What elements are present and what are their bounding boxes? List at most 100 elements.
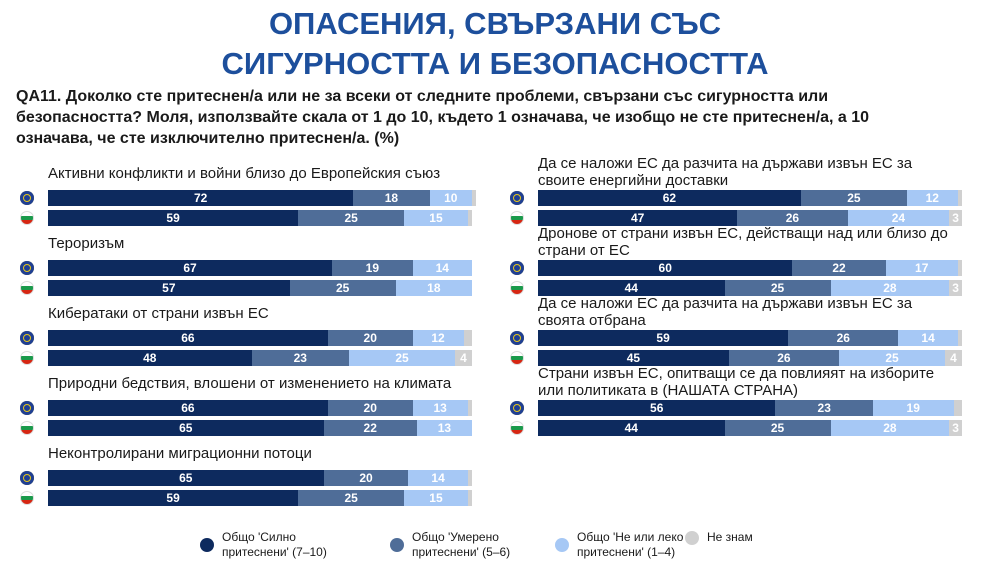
bar-segment: 25	[724, 280, 831, 296]
bar-segment: 14	[898, 330, 958, 346]
data-label: 12	[925, 191, 939, 205]
stacked-bar: 65 22 13	[48, 420, 472, 436]
legend-label: Не знам	[707, 530, 753, 544]
chart-title-box: ОПАСЕНИЯ, СВЪРЗАНИ СЪС СИГУРНОСТТА И БЕЗ…	[0, 4, 990, 84]
bar-segment: 59	[48, 490, 299, 506]
data-label: 25	[335, 281, 350, 295]
data-label: 20	[363, 331, 377, 345]
eu-flag	[20, 331, 34, 345]
data-label: 3	[952, 421, 959, 435]
bar-segment: 14	[408, 470, 468, 486]
stacked-bar: 65 20 14	[48, 470, 472, 486]
bar-segment: 28	[830, 280, 950, 296]
category-label: Природни бедствия, влошени от изменениет…	[48, 375, 452, 392]
legend-swatch	[200, 538, 214, 552]
data-label: 26	[777, 351, 791, 365]
bar-segment: 4	[945, 350, 962, 366]
data-label: 4	[950, 351, 957, 365]
data-label: 13	[437, 421, 452, 435]
legend-swatch	[555, 538, 569, 552]
bar-segment: 24	[847, 210, 950, 226]
bar-segment: 3	[949, 210, 962, 226]
stacked-bar: 47 26 24 3	[538, 210, 962, 226]
eu-flag	[20, 401, 34, 415]
data-label: 67	[183, 261, 197, 275]
bar-segment: 20	[327, 400, 413, 416]
bar-segment: 57	[48, 280, 290, 296]
data-label: 25	[770, 281, 785, 295]
category-label: Кибератаки от страни извън ЕС	[48, 305, 269, 322]
eu-flag	[510, 331, 524, 345]
bar-segment: 25	[839, 350, 946, 366]
data-label: 66	[181, 331, 195, 345]
bar-segment: 14	[412, 260, 472, 276]
data-label: 13	[433, 401, 447, 415]
bar-segment: 25	[349, 350, 456, 366]
bar-segment: 22	[792, 260, 886, 276]
stacked-bar: 62 25 12	[538, 190, 962, 206]
bulgaria-flag	[510, 351, 524, 365]
data-label: 28	[883, 281, 897, 295]
bar-segment: 17	[885, 260, 958, 276]
bulgaria-flag	[510, 211, 524, 225]
stacked-bar: 60 22 17	[538, 260, 962, 276]
bar-segment: 20	[327, 330, 413, 346]
data-label: 3	[952, 211, 959, 225]
bar-segment: 13	[416, 420, 472, 436]
bar-segment: 25	[298, 210, 405, 226]
bar-segment: 15	[404, 490, 468, 506]
bar-segment: 25	[298, 490, 405, 506]
data-label: 59	[166, 211, 180, 225]
category-label: Дронове от страни извън ЕС, действащи на…	[538, 225, 948, 259]
stacked-bar: 59 26 14	[538, 330, 962, 346]
bar-segment: 67	[48, 260, 333, 276]
bar-segment: 45	[538, 350, 729, 366]
data-label: 24	[891, 211, 906, 225]
bar-segment: 3	[949, 420, 962, 436]
bar-segment: 4	[455, 350, 472, 366]
category-label: Да се наложи ЕС да разчита на държави из…	[538, 295, 913, 329]
bar-segment	[463, 330, 472, 346]
bulgaria-flag	[510, 281, 524, 295]
stacked-bar: 72 18 10	[48, 190, 477, 206]
legend-label: Общо 'Умерено притеснени' (5–6)	[412, 530, 511, 559]
bar-segment: 44	[538, 420, 725, 436]
data-label: 19	[365, 261, 380, 275]
bar-segment: 59	[48, 210, 299, 226]
data-label: 25	[344, 491, 358, 505]
bar-segment: 15	[404, 210, 468, 226]
data-label: 15	[429, 491, 443, 505]
bar-segment	[467, 490, 472, 506]
category-label: Активни конфликти и войни близо до Европ…	[48, 165, 441, 182]
bar-segment: 3	[949, 280, 962, 296]
data-label: 25	[885, 351, 899, 365]
eu-flag	[510, 401, 524, 415]
legend-swatch	[685, 530, 699, 545]
bar-segment	[467, 400, 472, 416]
category-label: Неконтролирани миграционни потоци	[48, 445, 312, 462]
bar-segment: 12	[412, 330, 464, 346]
bar-segment: 13	[412, 400, 468, 416]
data-label: 72	[193, 191, 208, 205]
data-label: 14	[435, 261, 449, 275]
bulgaria-flag	[20, 491, 34, 505]
data-label: 57	[162, 281, 176, 295]
stacked-bar: 66 20 13	[48, 400, 472, 416]
data-label: 59	[656, 331, 670, 345]
data-label: 22	[832, 261, 846, 275]
data-label: 65	[179, 421, 193, 435]
bar-segment	[957, 330, 962, 346]
data-label: 62	[662, 191, 677, 205]
bar-segment: 72	[48, 190, 354, 206]
data-label: 48	[143, 351, 157, 365]
category-label: Тероризъм	[48, 235, 125, 252]
data-label: 23	[293, 351, 307, 365]
data-label: 14	[921, 331, 935, 345]
data-label: 47	[630, 211, 645, 225]
stacked-bar: 66 20 12	[48, 330, 472, 346]
eu-flag	[510, 191, 524, 205]
data-label: 28	[883, 421, 897, 435]
legend-label: Общо 'Силно притеснени' (7–10)	[222, 530, 327, 559]
legend-item: Общо 'Умерено притеснени' (5–6)	[390, 530, 522, 560]
